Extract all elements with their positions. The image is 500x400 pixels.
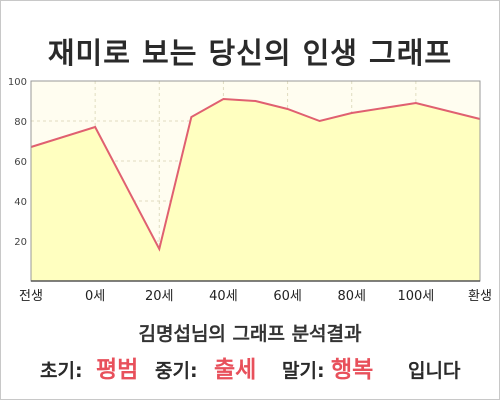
- middle-period-label: 중기:: [155, 360, 198, 382]
- result-summary: 초기: 평범 중기: 출세 말기: 행복 입니다: [0, 346, 500, 386]
- x-tick-label: 20세: [145, 289, 174, 304]
- x-tick-label: 80세: [337, 289, 366, 304]
- x-tick-label: 0세: [85, 289, 105, 304]
- y-tick-label: 40: [14, 197, 27, 208]
- analysis-subtitle: 김명섭님의 그래프 분석결과: [138, 323, 362, 345]
- early-period-value: 평범: [96, 357, 139, 383]
- life-graph-chart: 20 40 60 80 100 전생 0세 20세 40세 60세 80세 100세 환생: [8, 77, 492, 304]
- label-layer: 20 40 60 80 100 전생 0세 20세 40세 60세 80세 100세 환생: [8, 77, 492, 304]
- y-tick-label: 80: [14, 117, 27, 128]
- y-tick-label: 20: [14, 237, 27, 248]
- x-tick-label: 100세: [397, 289, 434, 304]
- y-tick-label: 100: [8, 77, 27, 88]
- page-title: 재미로 보는 당신의 인생 그래프: [47, 36, 453, 70]
- x-tick-label: 전생: [19, 289, 43, 304]
- area-layer: [30, 97, 481, 281]
- life-area-fill: [31, 99, 480, 281]
- x-tick-label: 40세: [209, 289, 238, 304]
- late-period-label: 말기:: [282, 360, 325, 382]
- early-period-label: 초기:: [40, 360, 83, 382]
- result-ending: 입니다: [408, 360, 461, 382]
- y-tick-label: 60: [14, 157, 27, 168]
- axis-layer: [30, 80, 481, 282]
- x-tick-label: 환생: [468, 289, 492, 304]
- late-period-value: 행복: [331, 357, 374, 383]
- middle-period-value: 출세: [214, 357, 257, 383]
- x-tick-label: 60세: [273, 289, 302, 304]
